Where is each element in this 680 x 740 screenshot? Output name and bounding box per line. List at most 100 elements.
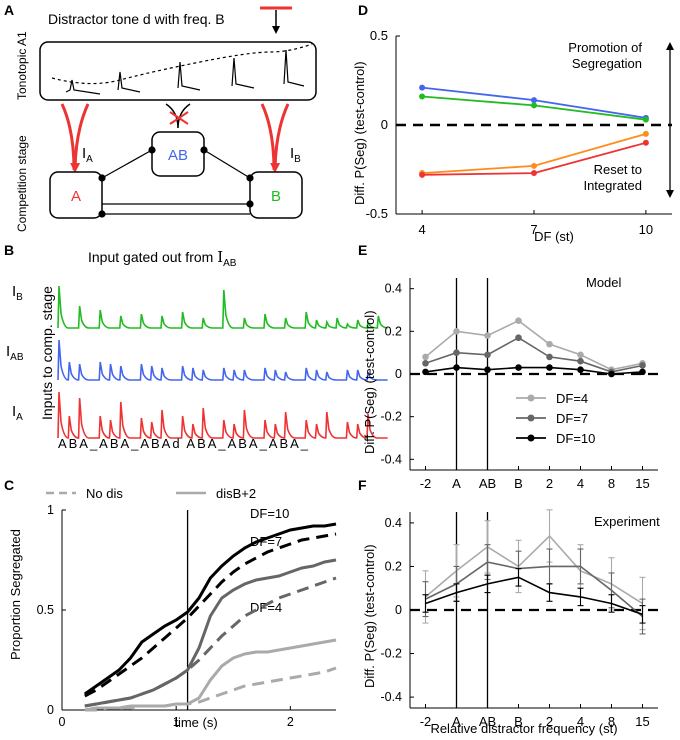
panel-a-schematic: Distractor tone d with freq. B Tonotopic… [15, 6, 317, 232]
panel-f-xtick-label: 2 [546, 714, 553, 729]
panel-f-xtick-label: B [514, 714, 523, 729]
panel-e-point [639, 362, 646, 369]
panel-c-chart: No dis disB+2 Proportion Segregated time… [8, 486, 337, 730]
panel-d-point [419, 171, 426, 178]
panel-e-chart: Diff. P(Seg) (test-control) Model DF=4 D… [362, 275, 658, 491]
unit-a-box [49, 171, 103, 219]
panel-f-xtick-label: AB [479, 714, 496, 729]
panel-c-series-line [84, 638, 337, 712]
panel-e-xtick-label: 8 [608, 476, 615, 491]
panel-e-title: Model [586, 275, 622, 290]
panel-e-ytick-label: 0.4 [385, 282, 402, 296]
competition-label: Competition stage [15, 135, 29, 232]
input-b-arrow-left [260, 103, 276, 171]
panel-e-xtick-label: A [452, 476, 461, 491]
unit-b-box [249, 171, 303, 219]
panel-d-point [531, 170, 537, 177]
panel-d-xtick-label: 7 [530, 222, 537, 237]
panel-e-ytick-label: -0.4 [380, 452, 402, 466]
distractor-title: Distractor tone d with freq. B [48, 11, 225, 27]
panel-d-xtick-label: 10 [639, 222, 653, 237]
legend-df7-marker [527, 414, 535, 422]
panel-e-point [484, 351, 491, 359]
panel-e-xtick-label: 15 [635, 476, 649, 491]
panel-d-ytick-label: 0 [381, 117, 388, 132]
panel-c-ytick-label: 0 [47, 703, 54, 717]
unit-ab-label: AB [168, 147, 188, 164]
panel-d-point [642, 139, 649, 146]
panel-e-series-line [424, 319, 643, 371]
panel-f-ytick-label: 0 [395, 603, 402, 617]
panel-c-xtick-label: 1 [173, 715, 180, 729]
legend-dis-label: disB+2 [216, 486, 256, 501]
panel-f-xtick-label: 15 [635, 714, 649, 729]
panel-letter-e: E [358, 242, 367, 258]
panel-d-point [419, 84, 426, 91]
panel-e-ytick-label: -0.2 [380, 410, 402, 424]
panel-c-ytick-label: 0.5 [37, 603, 54, 617]
panel-e-xtick-label: 2 [546, 476, 553, 491]
panel-e-point [422, 353, 429, 361]
unit-b-label: B [271, 188, 281, 205]
panel-e-legend: DF=4 DF=7 DF=10 [508, 391, 650, 452]
panel-c-legend: No dis disB+2 [46, 486, 256, 501]
panel-f-ytick-label: 0.4 [385, 516, 402, 530]
panel-f-ylabel: Diff. P(Seg) (test-control) [362, 544, 377, 688]
panel-d-xlabel: DF (st) [534, 229, 574, 244]
input-a-arrow [70, 103, 90, 173]
inhibition-connections [98, 146, 254, 218]
unit-a-label: A [71, 188, 81, 205]
panel-d-ylabel: Diff. P(Seg) (test-control) [352, 61, 367, 205]
tonotopic-responses [65, 49, 305, 95]
tonotopic-label: Tonotopic A1 [15, 31, 29, 100]
panel-d-chart: Diff. P(Seg) (test-control) DF (st) Prom… [352, 28, 674, 244]
unit-ab-box [151, 131, 205, 177]
trace-label-a: IA [12, 403, 23, 423]
panel-d-ytick-label: -0.5 [366, 206, 388, 221]
tonotopic-envelope [51, 43, 313, 85]
input-a-symbol: IA [82, 145, 93, 165]
panel-e-point [546, 364, 553, 371]
panel-c-series-line [84, 666, 337, 712]
panel-e-ytick-label: 0 [395, 367, 402, 381]
panel-e-point [453, 328, 460, 335]
trace-label-b: IB [12, 283, 23, 303]
panel-d-ytick-label: 0.5 [370, 28, 388, 43]
panel-f-xtick-label: -2 [420, 714, 432, 729]
panel-e-xtick-label: AB [479, 476, 496, 491]
panel-c-ylabel: Proportion Segregated [8, 529, 23, 660]
panel-c-ytick-label: 1 [47, 503, 54, 517]
panel-d-point [642, 130, 649, 137]
panel-d-xtick-label: 4 [418, 222, 425, 237]
panel-d-point [642, 116, 649, 123]
panel-e-point [484, 366, 491, 374]
panel-c-series-line [84, 532, 337, 698]
panel-f-xtick-label: A [452, 714, 461, 729]
panel-c-series-line [84, 558, 337, 708]
input-b-symbol: IB [290, 145, 301, 165]
panel-letter-d: D [358, 2, 368, 18]
panel-e-point [422, 368, 429, 376]
panel-e-point [515, 334, 522, 342]
trace-input-ab [57, 339, 388, 381]
panel-e-point [453, 364, 460, 371]
panel-c-xlabel: time (s) [174, 715, 217, 730]
annotation-df10: DF=10 [250, 506, 289, 521]
panel-f-series-line [424, 534, 643, 605]
panel-f-chart: Diff. P(Seg) (test-control) Experiment R… [362, 509, 660, 736]
input-a-arrow-left [60, 103, 76, 171]
panel-d-point [531, 102, 537, 109]
panel-d-point [531, 162, 537, 169]
panel-c-xtick-label: 2 [287, 715, 294, 729]
panel-e-point [515, 364, 522, 371]
legend-df10-label: DF=10 [556, 431, 595, 446]
input-b-arrow [270, 103, 290, 173]
panel-e-xtick-label: -2 [420, 476, 432, 491]
input-ab-arrow [165, 103, 191, 129]
panel-f-title: Experiment [594, 514, 660, 529]
tonotopic-box [39, 41, 317, 101]
panel-f-ytick-label: -0.4 [380, 690, 402, 704]
panel-f-series-line [425, 576, 643, 616]
panel-d-point [419, 93, 426, 100]
